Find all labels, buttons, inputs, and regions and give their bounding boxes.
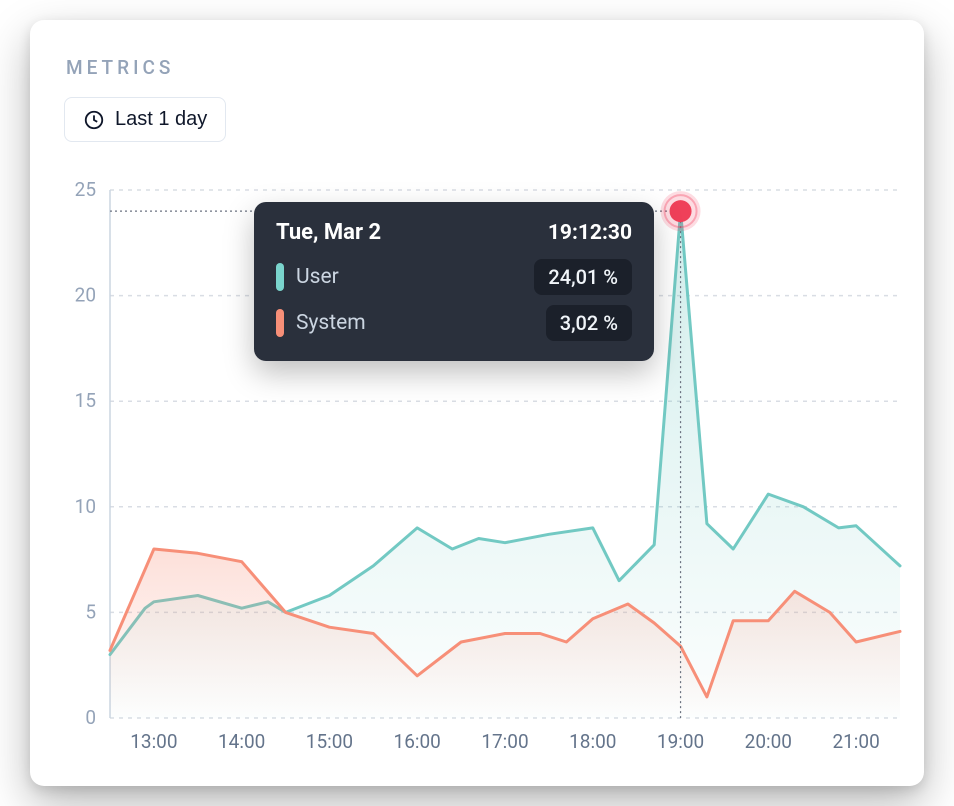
tooltip-time: 19:12:30 (548, 221, 632, 245)
time-range-label: Last 1 day (115, 108, 207, 131)
y-tick-label: 15 (75, 389, 96, 412)
y-tick-label: 5 (85, 600, 96, 623)
series-name: User (296, 265, 339, 289)
y-tick-label: 20 (75, 284, 96, 307)
time-range-button[interactable]: Last 1 day (64, 97, 226, 142)
series-name: System (296, 311, 366, 335)
y-tick-label: 10 (75, 495, 96, 518)
x-tick-label: 15:00 (306, 730, 353, 753)
highlight-marker (670, 200, 692, 222)
series-value: 3,02 % (546, 305, 632, 341)
series-value: 24,01 % (534, 259, 632, 295)
x-tick-label: 16:00 (394, 730, 441, 753)
x-tick-label: 14:00 (218, 730, 265, 753)
y-tick-label: 25 (75, 180, 96, 201)
y-tick-label: 0 (85, 706, 96, 729)
x-tick-label: 18:00 (569, 730, 616, 753)
chart-container: 0 5 10 15 20 25 13:00 14:00 15:00 16:00 17:00 18:00… (58, 180, 906, 758)
series-color-pill (276, 309, 284, 337)
tooltip-row: User 24,01 % (276, 259, 632, 295)
metrics-card: METRICS Last 1 day 0 5 10 15 20 25 13:00 14:00 1… (30, 20, 924, 786)
clock-icon (83, 109, 105, 131)
tooltip-row: System 3,02 % (276, 305, 632, 341)
x-tick-label: 13:00 (130, 730, 177, 753)
tooltip-series: User (276, 263, 339, 291)
x-tick-label: 21:00 (832, 730, 879, 753)
chart-tooltip: Tue, Mar 2 19:12:30 User 24,01 % System 3,0… (254, 202, 654, 361)
card-title: METRICS (66, 56, 896, 79)
tooltip-date: Tue, Mar 2 (276, 220, 381, 245)
x-tick-label: 19:00 (657, 730, 704, 753)
x-tick-label: 20:00 (745, 730, 792, 753)
tooltip-series: System (276, 309, 366, 337)
series-color-pill (276, 263, 284, 291)
tooltip-header: Tue, Mar 2 19:12:30 (276, 220, 632, 245)
x-tick-label: 17:00 (481, 730, 528, 753)
